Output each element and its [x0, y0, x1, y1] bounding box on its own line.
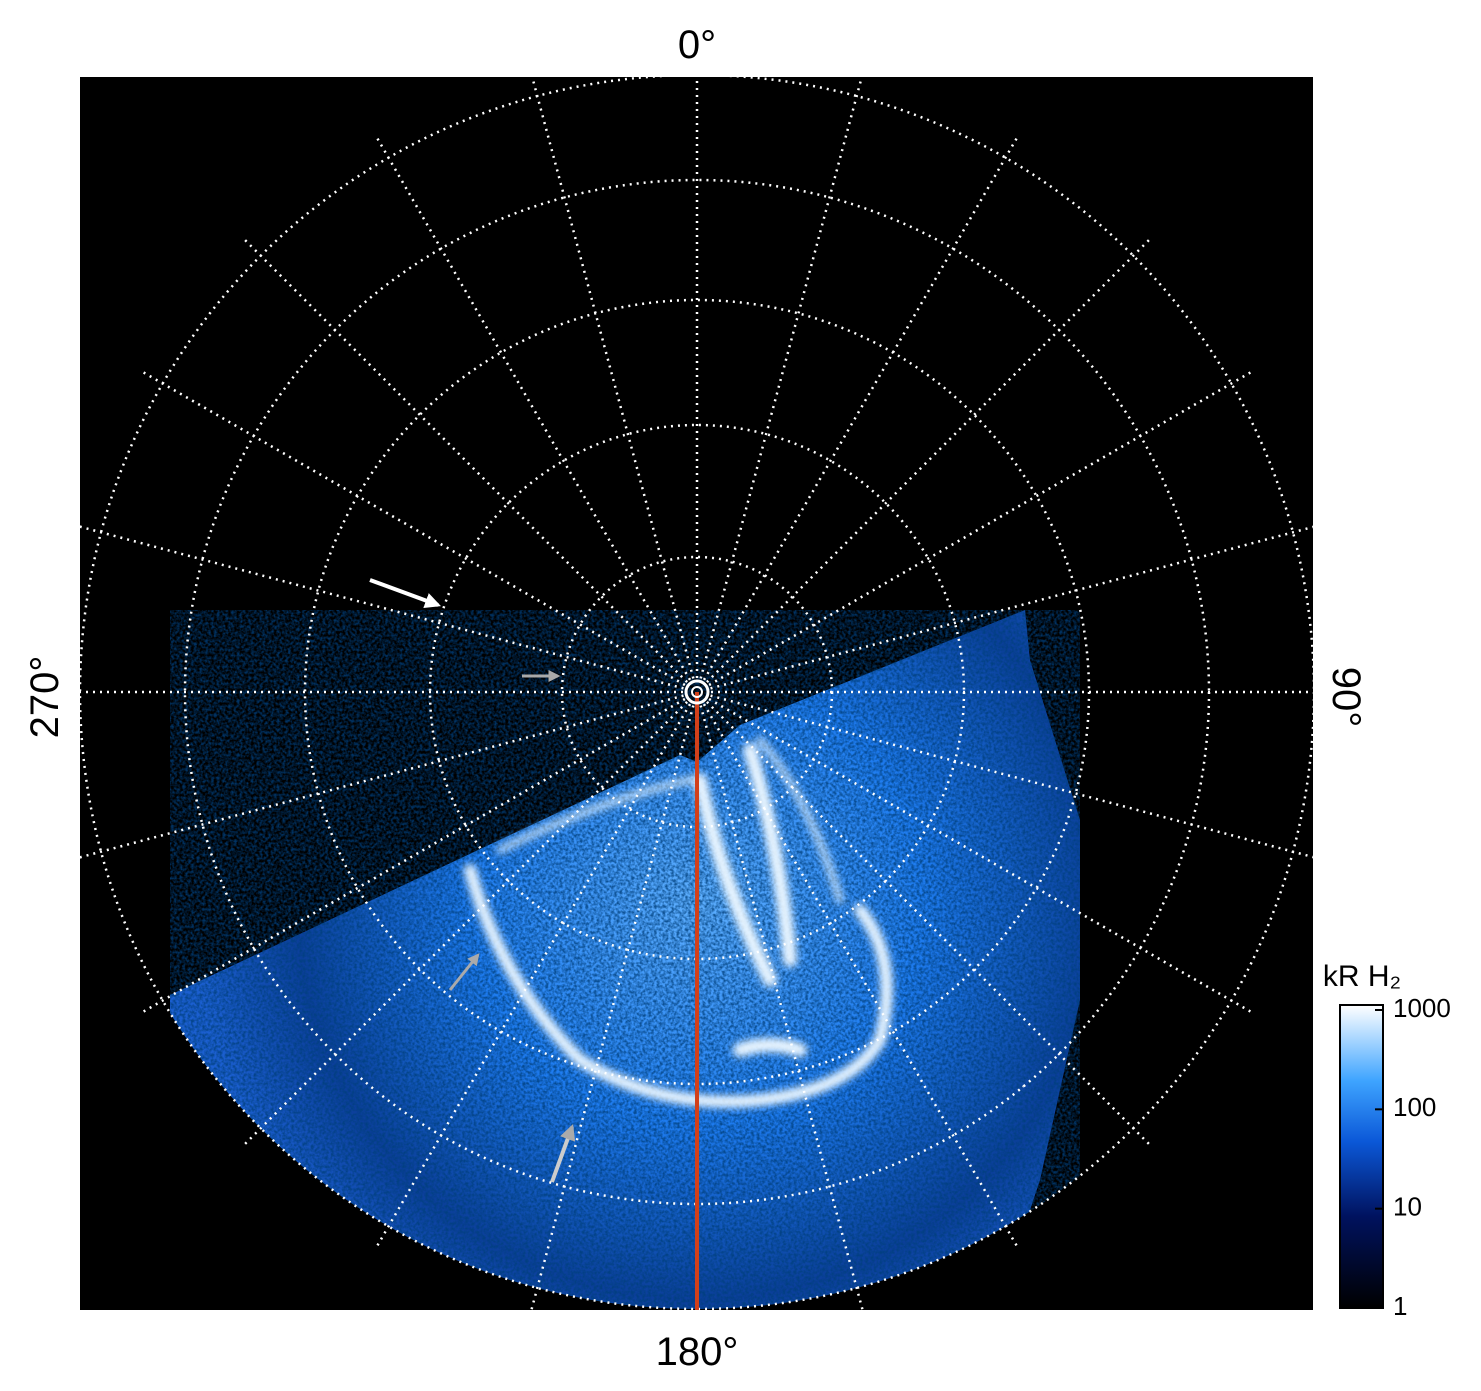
colorbar: [1339, 1004, 1384, 1309]
angle-label: 270°: [23, 656, 67, 739]
arrow: [550, 1123, 576, 1183]
colorbar-tick-label: 10: [1393, 1192, 1422, 1222]
pole-marker: [684, 679, 710, 705]
colorbar-title: kR H₂: [1323, 960, 1401, 993]
colorbar-tick-label: 1: [1393, 1291, 1407, 1321]
angle-label: 90°: [1324, 667, 1368, 728]
arrow: [448, 953, 480, 991]
angle-label: 0°: [678, 23, 716, 67]
angle-label: 180°: [656, 1330, 739, 1374]
colorbar-tick-label: 100: [1393, 1092, 1436, 1122]
colorbar-tick-label: 1000: [1393, 993, 1451, 1023]
pole-marker: [691, 686, 703, 698]
arrow: [369, 578, 442, 609]
aurora: [170, 610, 1080, 1309]
